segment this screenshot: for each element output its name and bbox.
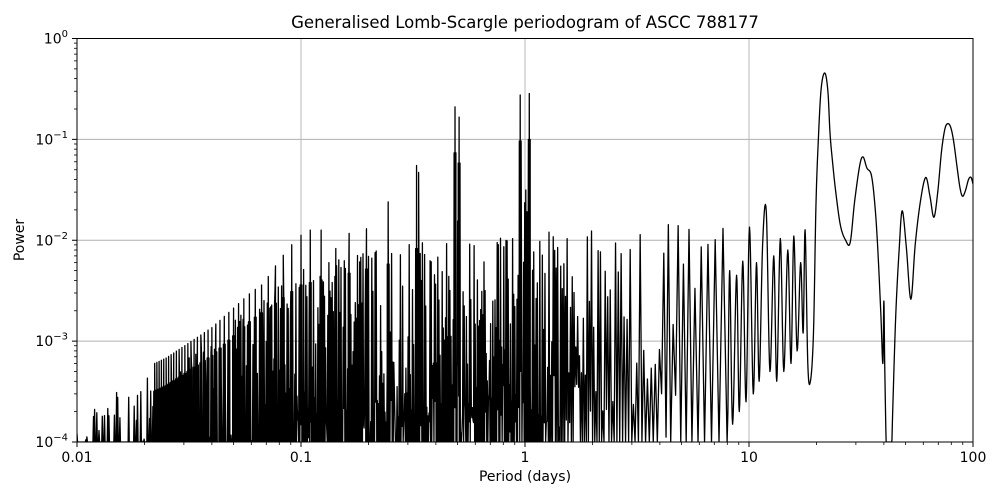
y-tick-label: 10−1 — [35, 130, 68, 149]
y-tick-label: 100 — [44, 29, 68, 48]
x-tick-label: 0.1 — [290, 450, 312, 466]
y-axis-label: Power — [12, 219, 28, 262]
x-tick-label: 1 — [521, 450, 530, 466]
y-tick-label: 10−2 — [35, 231, 68, 250]
x-tick-label: 10 — [740, 450, 758, 466]
y-tick-label: 10−3 — [35, 332, 68, 351]
chart-title: Generalised Lomb-Scargle periodogram of … — [291, 13, 759, 32]
x-tick-label: 0.01 — [61, 450, 92, 466]
periodogram-data-line — [76, 72, 974, 443]
y-tick-label: 10−4 — [35, 433, 68, 452]
tick-marks — [72, 38, 974, 447]
x-axis-label: Period (days) — [479, 469, 571, 485]
x-tick-label: 100 — [960, 450, 987, 466]
